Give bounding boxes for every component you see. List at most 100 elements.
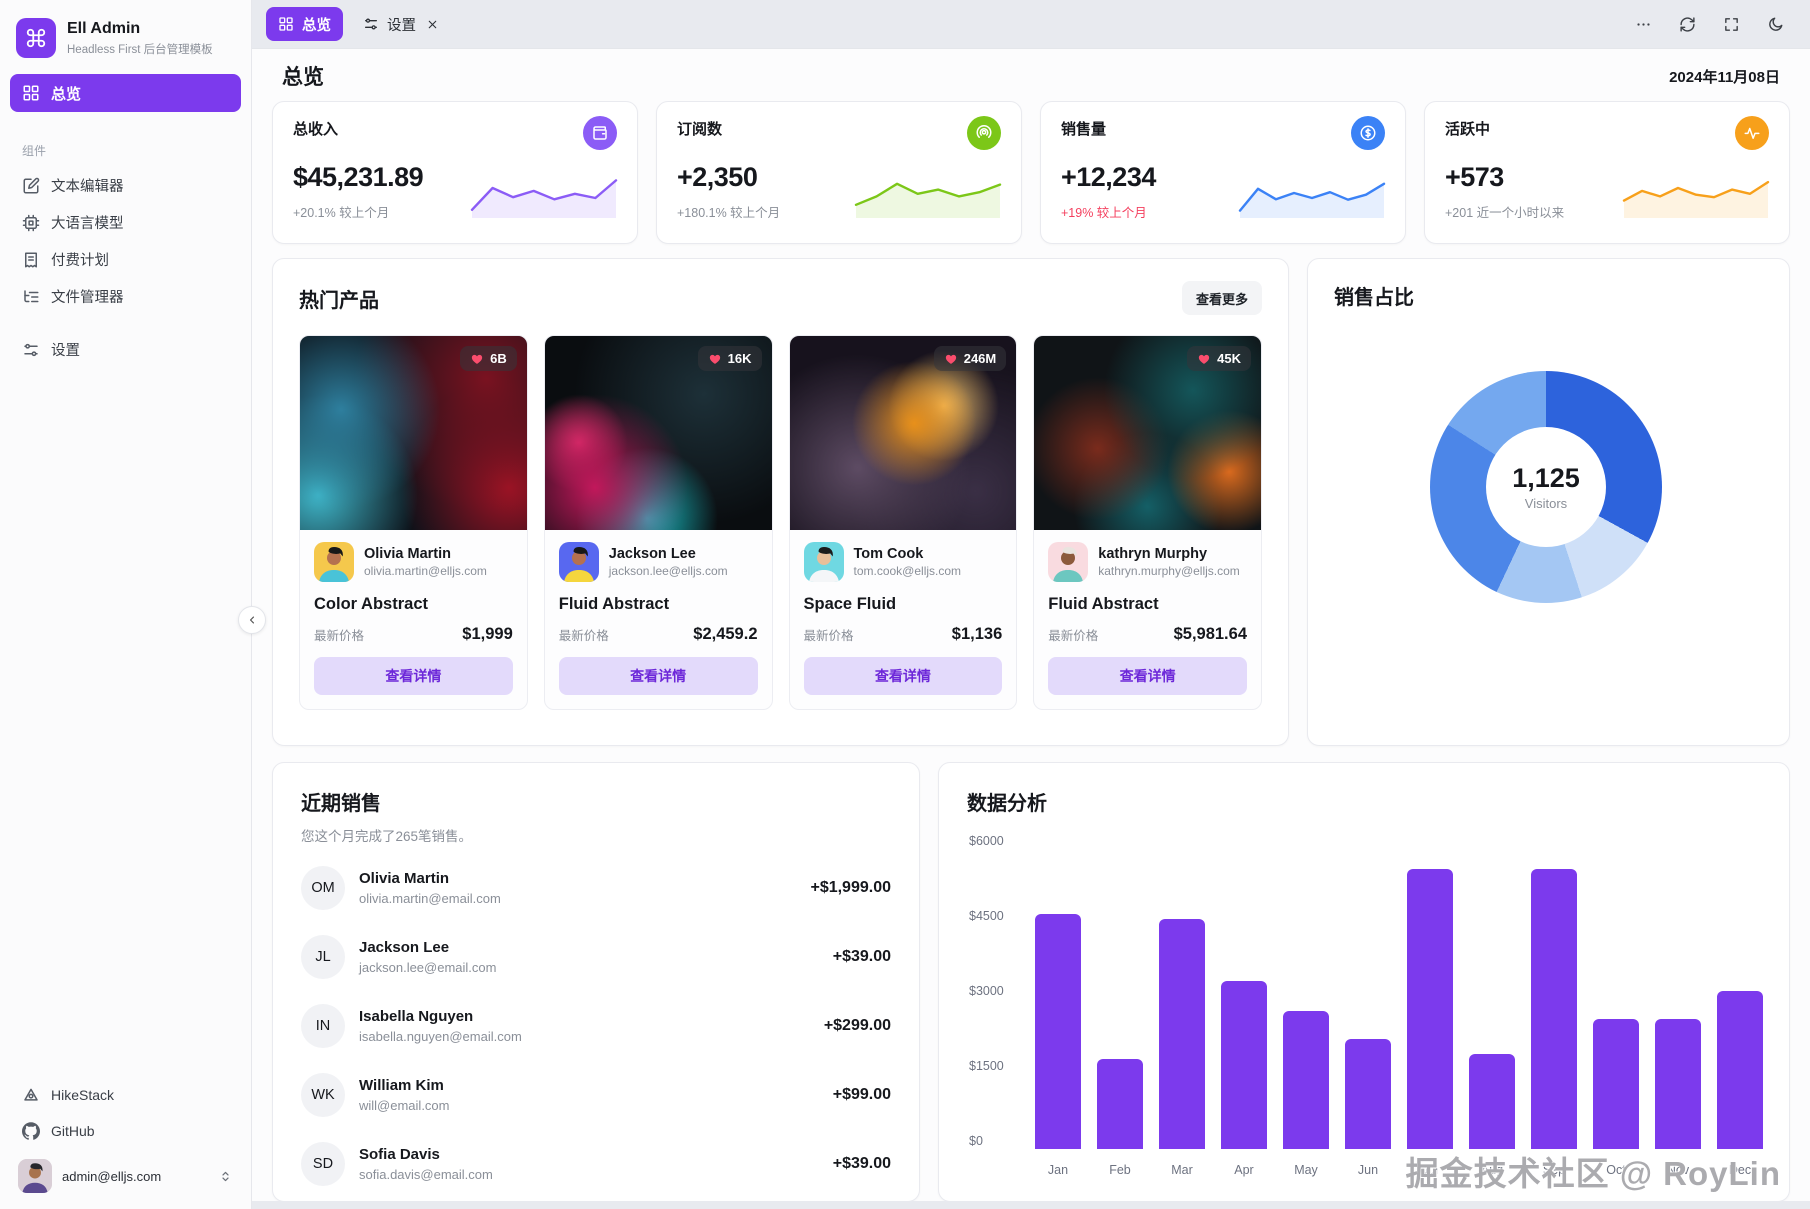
product-image[interactable]: 6B	[300, 336, 527, 530]
sale-amount: +$299.00	[823, 1017, 891, 1034]
avatar-initials: JL	[301, 935, 345, 979]
avatar-initials: OM	[301, 866, 345, 910]
product-author: Jackson Lee jackson.lee@elljs.com	[609, 546, 728, 578]
bar[interactable]	[1097, 1059, 1143, 1149]
heart-icon	[944, 352, 958, 366]
recent-sales-subtitle: 您这个月完成了265笔销售。	[301, 829, 473, 844]
bar[interactable]	[1283, 1011, 1329, 1149]
product-author-row: Olivia Martin olivia.martin@elljs.com	[314, 542, 513, 582]
sidebar-item-file-manager[interactable]: 文件管理器	[10, 278, 241, 315]
bar-column	[1275, 849, 1337, 1149]
view-details-button[interactable]: 查看详情	[314, 657, 513, 695]
bar[interactable]	[1159, 919, 1205, 1149]
stat-title: 销售量	[1061, 121, 1107, 138]
close-icon[interactable]	[426, 18, 439, 31]
avatar-initials: WK	[301, 1073, 345, 1117]
footer-link-hikestack[interactable]: HikeStack	[10, 1077, 241, 1113]
stat-value: $45,231.89	[293, 162, 424, 192]
product-author-row: Tom Cook tom.cook@elljs.com	[803, 542, 1003, 582]
sale-customer: Isabella Nguyen isabella.nguyen@email.com	[359, 1008, 522, 1044]
visitors-count: 1,125	[1512, 463, 1580, 493]
product-title: Color Abstract	[314, 595, 428, 613]
bar[interactable]	[1531, 869, 1577, 1149]
sidebar-section-label: 组件	[22, 144, 47, 158]
x-axis-label: Mar	[1171, 1163, 1193, 1177]
product-card: 45K kathryn Murphy kathryn.murphy@elljs.co…	[1033, 335, 1262, 710]
product-info: Tom Cook tom.cook@elljs.com Space Fluid 最新价…	[790, 530, 1017, 695]
sidebar-item-llm[interactable]: 大语言模型	[10, 204, 241, 241]
view-details-button[interactable]: 查看详情	[1048, 657, 1247, 695]
y-axis-label: $4500	[969, 909, 1004, 923]
customer-name: Isabella Nguyen	[359, 1008, 474, 1025]
author-email: jackson.lee@elljs.com	[608, 564, 728, 578]
product-image[interactable]: 16K	[544, 336, 772, 530]
product-title: Space Fluid	[803, 595, 897, 613]
likes-count: 45K	[1217, 351, 1241, 366]
bar[interactable]	[1407, 869, 1453, 1149]
sidebar-item-billing[interactable]: 付费计划	[10, 241, 241, 278]
app-subtitle: Headless First 后台管理模板	[67, 43, 213, 56]
product-info: Olivia Martin olivia.martin@elljs.com Colo…	[300, 530, 527, 695]
tab-bar: 总览 设置	[252, 0, 1810, 48]
sidebar-item-overview[interactable]: 总览	[10, 74, 241, 112]
price-row: 最新价格 $5,981.64	[1048, 625, 1247, 644]
product-image[interactable]: 246M	[789, 336, 1017, 530]
podcast-icon	[967, 116, 1001, 150]
footer-link-github[interactable]: GitHub	[10, 1113, 241, 1149]
refresh-button[interactable]	[1672, 9, 1702, 39]
tab-settings[interactable]: 设置	[351, 7, 451, 41]
product-price: $2,459.2	[693, 625, 758, 643]
tab-overview[interactable]: 总览	[266, 7, 343, 41]
product-author: Olivia Martin olivia.martin@elljs.com	[364, 546, 487, 578]
sidebar: Ell Admin Headless First 后台管理模板 总览 组件 文本…	[0, 0, 252, 1209]
sales-share-donut-chart: 1,125 Visitors	[1430, 371, 1662, 603]
bar[interactable]	[1655, 1019, 1701, 1149]
user-menu[interactable]: admin@elljs.com	[10, 1149, 241, 1195]
sparkline-chart	[469, 164, 619, 225]
sidebar-item-text-editor[interactable]: 文本编辑器	[10, 167, 241, 204]
bar[interactable]	[1035, 914, 1081, 1149]
heart-icon	[1197, 352, 1211, 366]
sidebar-collapse-button[interactable]	[238, 606, 266, 634]
fullscreen-button[interactable]	[1716, 9, 1746, 39]
bar[interactable]	[1221, 981, 1267, 1149]
product-grid: 6B Olivia Martin olivia.martin@elljs.com Co…	[299, 335, 1262, 710]
view-more-button[interactable]: 查看更多	[1181, 281, 1262, 315]
x-axis-label: Sep	[1542, 1163, 1566, 1177]
theme-button[interactable]	[1760, 9, 1790, 39]
sidebar-item-label: 设置	[51, 343, 80, 359]
view-details-button[interactable]: 查看详情	[558, 657, 758, 695]
sparkline-chart	[853, 164, 1003, 225]
stat-card: 销售量 +12,234 +19% 较上个月	[1040, 101, 1406, 244]
more-button[interactable]	[1628, 9, 1658, 39]
bar[interactable]	[1717, 991, 1763, 1149]
bar-column	[1647, 849, 1709, 1149]
sale-customer: Jackson Lee jackson.lee@email.com	[359, 939, 496, 975]
receipt-icon	[22, 251, 40, 269]
author-name: Olivia Martin	[364, 546, 452, 562]
footer-link-label: GitHub	[51, 1123, 95, 1139]
author-name: kathryn Murphy	[1098, 546, 1208, 562]
command-icon	[16, 18, 56, 58]
recent-sales-title: 近期销售	[301, 793, 381, 815]
tab-label: 设置	[387, 17, 416, 34]
customer-name: Jackson Lee	[359, 939, 450, 956]
product-image[interactable]: 45K	[1034, 336, 1261, 530]
tab-label: 总览	[302, 17, 331, 34]
likes-badge: 6B	[460, 346, 517, 371]
product-card: 16K Jackson Lee jackson.lee@elljs.com Fluid…	[543, 335, 773, 710]
bar[interactable]	[1345, 1039, 1391, 1149]
stat-title: 总收入	[293, 121, 339, 138]
stat-value: +2,350	[677, 162, 758, 192]
x-axis-label: Apr	[1234, 1163, 1254, 1177]
bar[interactable]	[1593, 1019, 1639, 1149]
bar[interactable]	[1469, 1054, 1515, 1149]
price-row: 最新价格 $1,999	[314, 625, 513, 644]
sidebar-item-settings[interactable]: 设置	[10, 331, 241, 368]
price-label: 最新价格	[314, 629, 365, 643]
sliders-icon	[363, 16, 379, 32]
author-name: Jackson Lee	[608, 546, 696, 562]
analytics-card: 数据分析 $6000 $4500 $3000 $1500 $0 Jan Feb Mar Apr…	[938, 762, 1790, 1201]
view-details-button[interactable]: 查看详情	[803, 657, 1003, 695]
sale-amount: +$99.00	[832, 1086, 891, 1103]
